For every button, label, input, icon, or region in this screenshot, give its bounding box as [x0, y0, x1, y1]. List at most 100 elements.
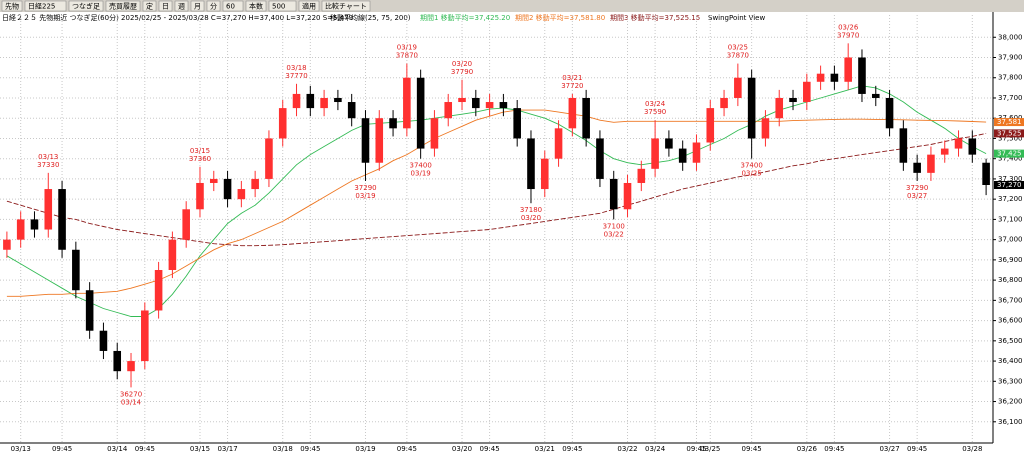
candle-body — [540, 158, 549, 190]
toolbar-button[interactable] — [222, 0, 244, 12]
x-tick-label: 09:45 — [52, 445, 72, 453]
candle-body — [665, 138, 673, 149]
swing-high-price: 37330 — [37, 161, 59, 169]
y-tick-label: 36,500 — [998, 337, 1023, 345]
last-value-label: 37,425 — [997, 150, 1022, 158]
x-tick-label: 03/21 — [535, 445, 555, 453]
toolbar-button[interactable] — [321, 0, 371, 12]
toolbar-label[interactable]: 月 — [194, 3, 201, 11]
y-tick-label: 37,200 — [998, 195, 1023, 203]
candle-body — [734, 77, 742, 98]
swing-low-price: 37100 — [603, 222, 625, 230]
candle-body — [127, 361, 135, 372]
candle-body — [347, 102, 356, 119]
toolbar-button[interactable] — [206, 0, 221, 12]
x-tick-label: 09:45 — [824, 445, 844, 453]
candle-body — [927, 154, 935, 173]
toolbar-label[interactable]: 比較チャート — [325, 2, 367, 11]
y-tick-label: 36,400 — [998, 357, 1023, 365]
x-tick-label: 03/18 — [273, 445, 293, 453]
candle-body — [444, 102, 453, 119]
x-tick-label: 03/25 — [700, 445, 720, 453]
toolbar-button[interactable] — [298, 0, 320, 12]
candle-body — [361, 118, 370, 163]
last-value-label: 37,581 — [997, 118, 1022, 126]
x-tick-label: 09:45 — [742, 445, 762, 453]
candle-body — [789, 97, 797, 103]
swing-high-price: 37770 — [285, 72, 307, 80]
last-value-box — [994, 129, 1024, 138]
toolbar-label[interactable]: 60 — [226, 3, 235, 11]
candle-body — [30, 219, 39, 230]
last-close-label: 37,270 — [997, 181, 1022, 189]
candle-body — [761, 118, 770, 139]
candle-body — [44, 189, 53, 230]
toolbar-label[interactable]: 日 — [162, 3, 169, 11]
x-tick-label: 09:45 — [397, 445, 417, 453]
candle-body — [292, 93, 301, 109]
toolbar-button[interactable] — [190, 0, 205, 12]
toolbar-label[interactable]: 500 — [272, 3, 285, 11]
y-tick-label: 37,700 — [998, 94, 1023, 102]
x-tick-label: 03/15 — [190, 445, 210, 453]
candle-body — [458, 97, 466, 103]
y-tick-label: 36,300 — [998, 377, 1023, 385]
toolbar-button[interactable] — [142, 0, 157, 12]
candle-body — [403, 77, 411, 129]
tool-label: SwingPoint View — [708, 14, 765, 22]
toolbar-label[interactable]: 適用 — [302, 2, 316, 11]
candle-body — [196, 182, 204, 210]
candle-body — [334, 97, 342, 103]
x-tick-label: 09:45 — [480, 445, 500, 453]
y-tick-label: 37,800 — [998, 74, 1023, 82]
toolbar-label[interactable]: 売買履歴 — [109, 2, 137, 11]
y-tick-label: 38,000 — [998, 33, 1023, 41]
toolbar-button[interactable] — [1, 0, 23, 12]
swing-low-price: 37400 — [410, 162, 432, 170]
x-tick-label: 09:45 — [562, 445, 582, 453]
candle-body — [472, 97, 480, 109]
y-tick-label: 36,900 — [998, 256, 1023, 264]
x-axis-strip — [0, 443, 1024, 456]
legend-entry: 期間3 移動平均=37,525.15 — [610, 13, 700, 22]
toolbar-button[interactable] — [105, 0, 141, 12]
candle-body — [182, 209, 190, 240]
toolbar-label[interactable]: 本数 — [249, 2, 263, 11]
toolbar-label[interactable]: 週 — [178, 2, 185, 11]
toolbar-label[interactable]: つなぎ足 — [72, 2, 100, 11]
candle-body — [582, 97, 590, 139]
swing-high-date: 03/15 — [190, 147, 210, 155]
toolbar-label[interactable]: 定 — [146, 2, 153, 11]
swing-low-date: 03/25 — [742, 170, 762, 178]
swing-low-price: 37400 — [741, 162, 763, 170]
toolbar-label[interactable]: 分 — [210, 2, 217, 11]
candle-body — [913, 162, 921, 173]
toolbar-button[interactable] — [174, 0, 189, 12]
swing-high-date: 03/21 — [562, 74, 582, 82]
x-tick-label: 09:45 — [907, 445, 927, 453]
candle-body — [609, 178, 618, 210]
x-tick-label: 03/24 — [645, 445, 666, 453]
swing-low-date: 03/20 — [521, 214, 541, 222]
legend-entry: 期間2 移動平均=37,581.80 — [515, 13, 605, 22]
toolbar-button[interactable] — [268, 0, 297, 12]
y-tick-label: 37,300 — [998, 175, 1023, 183]
x-tick-label: 03/19 — [355, 445, 375, 453]
swing-high-price: 37970 — [837, 31, 859, 39]
y-tick-label: 37,100 — [998, 215, 1023, 223]
toolbar-label[interactable]: 日経225 — [28, 2, 55, 11]
toolbar-button[interactable] — [158, 0, 173, 12]
swing-high-date: 03/25 — [728, 44, 748, 52]
candle-body — [623, 182, 632, 210]
swing-low-date: 03/14 — [121, 398, 142, 406]
candle-body — [651, 138, 659, 169]
x-tick-label: 09:45 — [300, 445, 320, 453]
candle-body — [3, 239, 11, 250]
toolbar-button[interactable] — [245, 0, 267, 12]
toolbar-button[interactable] — [68, 0, 104, 12]
toolbar-button[interactable] — [24, 0, 67, 12]
toolbar-label[interactable]: 先物 — [5, 2, 19, 11]
candle-body — [154, 270, 163, 311]
